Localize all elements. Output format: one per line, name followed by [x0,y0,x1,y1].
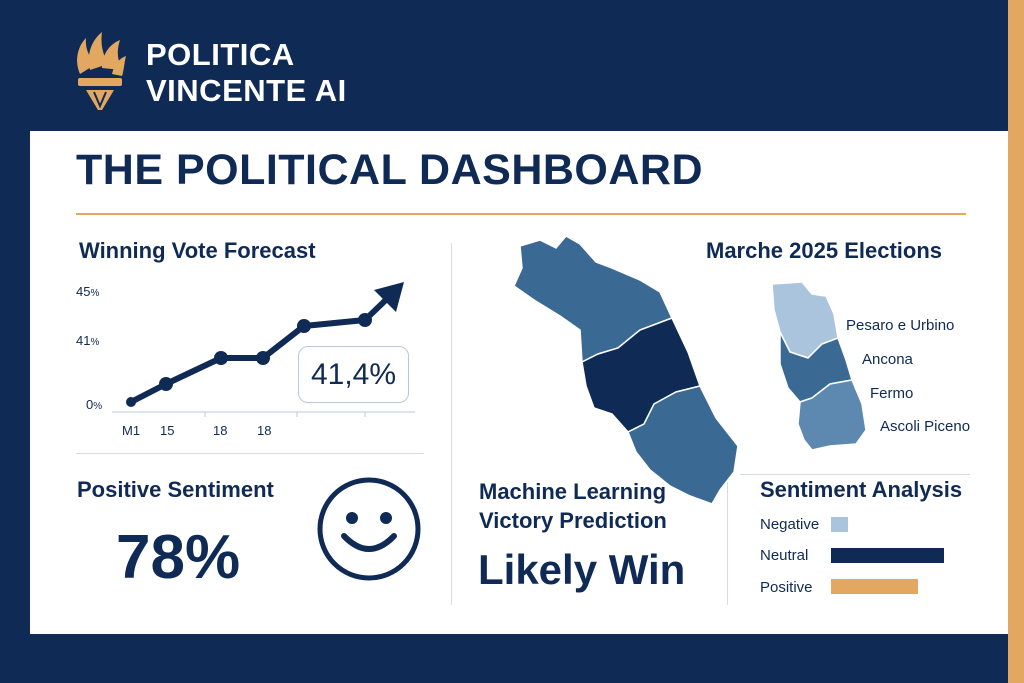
x-tick-label: 15 [160,423,175,438]
sentiment-title: Positive Sentiment [77,477,274,502]
forecast-callout: 41,4% [298,346,409,403]
analysis-bar-positive [831,579,918,594]
x-tick-label: M1 [122,423,141,438]
column-divider [451,243,452,605]
title-divider [76,213,966,215]
region-label: Ascoli Piceno [880,418,971,435]
brand-line-2: VINCENTE AI [146,73,347,108]
chart-point [256,351,270,365]
map-title: Marche 2025 Elections [706,238,943,263]
x-tick-label: 18 [213,423,228,438]
row-divider [740,474,970,475]
analysis-bar-neutral [831,548,944,563]
y-tick-label: 41% [76,333,100,348]
prediction-title-line-1: Machine Learning [479,479,667,504]
y-tick-label: 45% [76,284,100,299]
analysis-bar-negative [831,517,848,532]
chart-point [358,313,372,327]
row-divider [76,453,424,454]
chart-point [126,397,136,407]
analysis-label-negative: Negative [760,516,820,533]
header: POLITICA VINCENTE AI [0,0,1008,131]
map-region [627,385,739,505]
column-divider [727,478,728,605]
prediction-result: Likely Win [478,546,686,593]
region-label: Ancona [862,351,913,368]
chart-point [159,377,173,391]
region-label: Pesaro e Urbino [846,317,955,334]
analysis-title: Sentiment Analysis [760,477,963,502]
arrow-up-right-icon [374,282,404,312]
prediction-title: Machine Learning Victory Prediction [479,477,667,535]
y-tick-label: 0% [86,397,103,412]
sentiment-value: 78% [116,523,241,592]
analysis-label-positive: Positive [760,579,813,596]
brand-line-1: POLITICA [146,37,295,72]
accent-stripe [1008,0,1024,683]
prediction-title-line-2: Victory Prediction [479,508,667,533]
torch-icon [77,32,126,110]
analysis-label-neutral: Neutral [760,547,809,564]
region-label: Fermo [870,385,914,402]
map-region [797,379,867,451]
x-tick-label: 18 [257,423,272,438]
forecast-title: Winning Vote Forecast [79,238,316,263]
brand-name: POLITICA VINCENTE AI [146,37,347,109]
smiley-face-icon [317,477,421,581]
page-title: THE POLITICAL DASHBOARD [76,146,704,194]
chart-point [214,351,228,365]
chart-point [297,319,311,333]
